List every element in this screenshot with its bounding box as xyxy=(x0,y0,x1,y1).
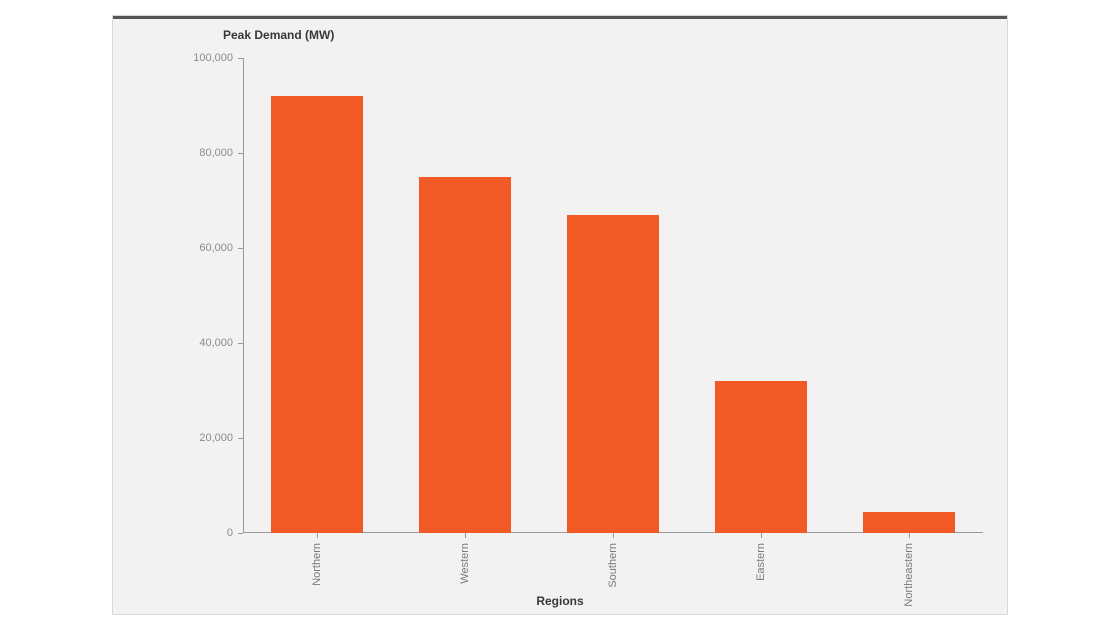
frame-top-border xyxy=(113,16,1007,19)
x-tick-mark xyxy=(465,533,466,538)
x-tick-mark xyxy=(317,533,318,538)
y-tick-label: 40,000 xyxy=(199,337,233,349)
x-tick-mark xyxy=(613,533,614,538)
y-tick-mark xyxy=(238,533,243,534)
bar-northern xyxy=(271,96,363,533)
x-tick-label: Northern xyxy=(311,543,323,586)
y-tick-label: 80,000 xyxy=(199,147,233,159)
y-tick-label: 60,000 xyxy=(199,242,233,254)
y-tick-mark xyxy=(238,438,243,439)
y-tick-mark xyxy=(238,153,243,154)
bar-western xyxy=(419,177,511,533)
y-tick-label: 0 xyxy=(227,527,233,539)
x-tick-mark xyxy=(761,533,762,538)
y-tick-mark xyxy=(238,58,243,59)
bar-southern xyxy=(567,215,659,533)
plot-area: 020,00040,00060,00080,000100,000Northern… xyxy=(243,58,983,533)
x-tick-mark xyxy=(909,533,910,538)
bar-northeastern xyxy=(863,512,955,533)
chart-frame: Peak Demand (MW) 020,00040,00060,00080,0… xyxy=(112,15,1008,615)
x-axis-title: Regions xyxy=(113,594,1007,608)
y-tick-label: 100,000 xyxy=(193,52,233,64)
x-tick-label: Southern xyxy=(607,543,619,588)
y-tick-mark xyxy=(238,343,243,344)
y-tick-mark xyxy=(238,248,243,249)
x-tick-label: Eastern xyxy=(755,543,767,581)
y-tick-label: 20,000 xyxy=(199,432,233,444)
y-axis-line xyxy=(243,58,244,533)
y-axis-title: Peak Demand (MW) xyxy=(223,28,334,42)
bar-eastern xyxy=(715,381,807,533)
x-tick-label: Western xyxy=(459,543,471,584)
